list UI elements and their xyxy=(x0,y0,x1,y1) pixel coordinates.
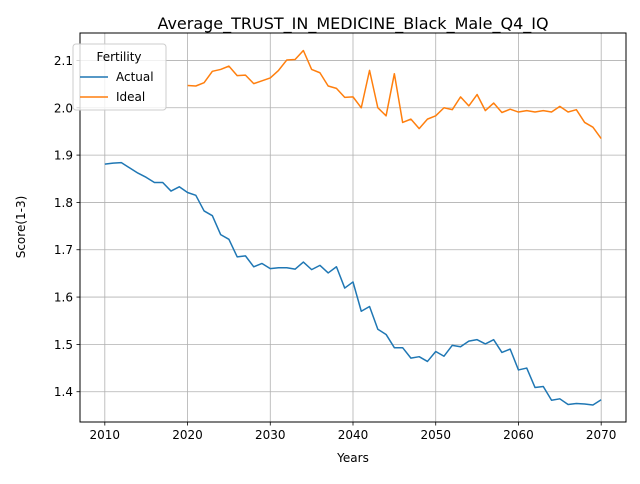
x-tick-label: 2050 xyxy=(420,428,451,442)
series-line-ideal xyxy=(187,49,602,139)
y-tick-label: 1.9 xyxy=(54,149,73,163)
x-tick-label: 2030 xyxy=(255,428,286,442)
legend-label-ideal: Ideal xyxy=(116,90,145,104)
y-tick-label: 1.4 xyxy=(54,385,73,399)
legend-box xyxy=(72,43,167,111)
axis-ticks: 2010 2020 2030 2040 2050 2060 2070 1.4 1.5 1.6 1.7… xyxy=(54,54,617,442)
x-axis-label: Years xyxy=(336,451,369,465)
chart-title: Average_TRUST_IN_MEDICINE_Black_Male_Q4_… xyxy=(157,14,548,34)
legend-label-actual: Actual xyxy=(116,70,154,84)
y-tick-label: 1.6 xyxy=(54,291,73,305)
series-lines xyxy=(104,49,602,406)
x-tick-label: 2070 xyxy=(586,428,617,442)
x-tick-label: 2060 xyxy=(503,428,534,442)
x-tick-label: 2010 xyxy=(90,428,121,442)
legend-title: Fertility xyxy=(96,50,141,64)
y-tick-label: 2.1 xyxy=(54,54,73,68)
series-line-actual xyxy=(104,161,602,406)
y-tick-label: 1.8 xyxy=(54,196,73,210)
gridlines xyxy=(80,33,626,422)
legend: Fertility Actual Ideal xyxy=(72,43,167,111)
y-axis-label: Score(1-3) xyxy=(14,196,28,259)
x-tick-label: 2040 xyxy=(338,428,369,442)
y-tick-label: 1.7 xyxy=(54,243,73,257)
y-tick-label: 1.5 xyxy=(54,338,73,352)
y-tick-label: 2.0 xyxy=(54,101,73,115)
x-tick-label: 2020 xyxy=(172,428,203,442)
